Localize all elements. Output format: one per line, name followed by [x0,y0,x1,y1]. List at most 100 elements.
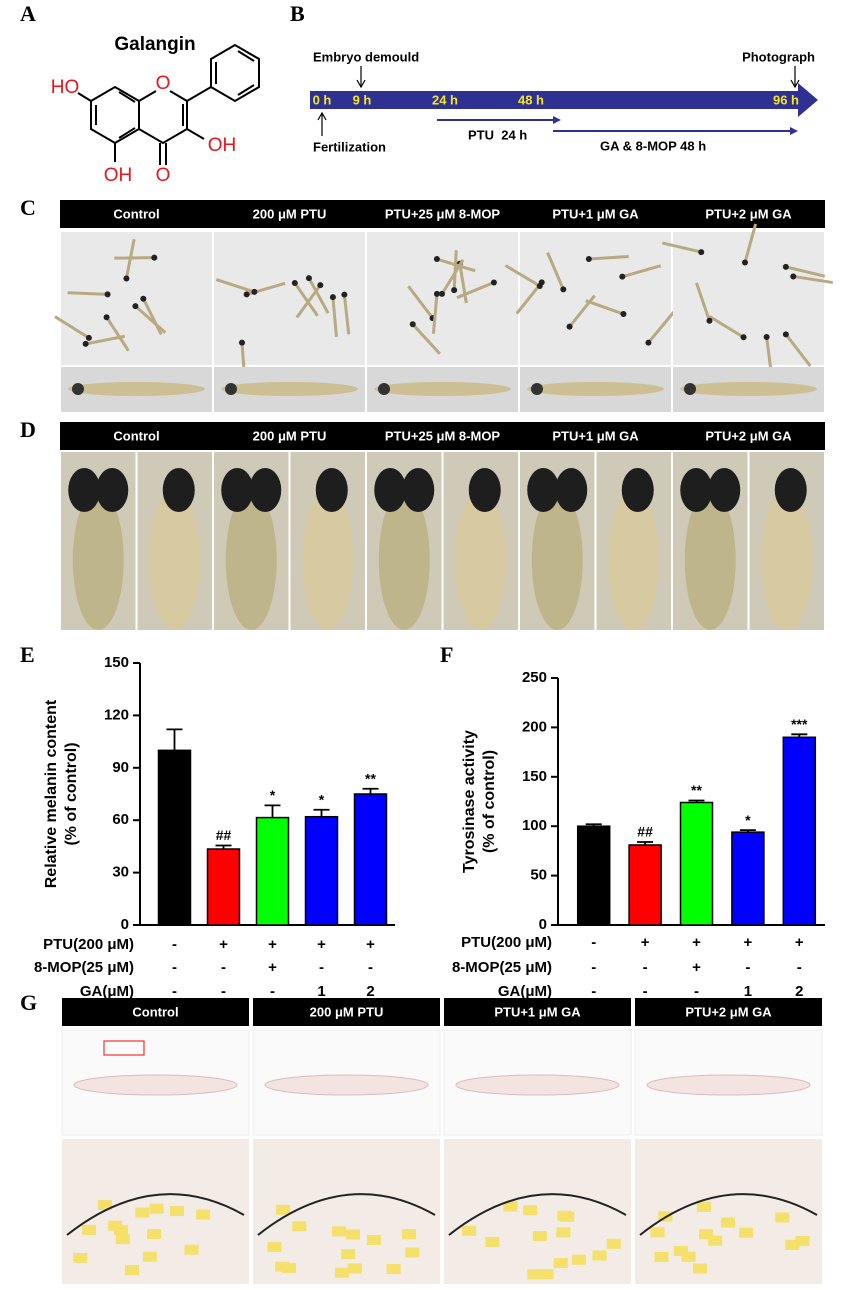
larva-eye [560,286,567,293]
yolk [523,1205,538,1216]
larva [440,259,465,295]
larva-eye [433,290,440,297]
y-tick-label: 120 [104,706,129,723]
yolk [345,1229,360,1240]
header-bar [60,422,825,450]
yolk [532,1231,547,1242]
larva [221,382,358,396]
yolk [721,1217,736,1228]
yolk [366,1234,381,1245]
larva-eye [706,317,713,324]
larva-eye [378,383,390,395]
yolk [708,1235,723,1246]
larva-eye [527,468,560,512]
yolk [82,1224,97,1235]
larva-eye [585,255,592,262]
larva-eye [132,303,139,310]
header-label: Control [132,1004,178,1019]
yolk [592,1250,607,1261]
y-tick-label: 0 [539,916,547,933]
yolk [785,1239,800,1250]
larva-eye [151,254,158,261]
timeline: 0 h 9 h 24 h 48 h 96 h Embryo demould Ph… [310,49,818,154]
larva [54,315,90,340]
larva [680,382,817,396]
condition-value: + [219,936,228,953]
larva-eye [468,468,501,512]
larva-eye [490,279,497,286]
larva [527,382,664,396]
condition-value: - [797,959,802,976]
header-label: PTU+2 μM GA [685,1004,772,1019]
yolk [347,1263,362,1274]
larva-eye [566,323,573,330]
larva [134,304,167,334]
yolk [169,1206,184,1217]
larva-eye [620,311,627,318]
condition-value: 1 [317,983,325,1000]
yolk [556,1227,571,1238]
bar [731,831,765,926]
treatment-label: GA & 8-MOP 48 h [600,138,706,153]
highlight-box [103,1040,145,1056]
header-bar [62,998,249,1026]
larva-eye [341,291,348,298]
header-label: Control [113,428,159,443]
yolk [135,1207,150,1218]
condition-value: - [221,959,226,976]
larva [331,296,338,338]
error-bar [313,808,330,817]
yolk [125,1265,140,1276]
section [646,1074,811,1096]
larva-eye [315,468,348,512]
time-label: 96 h [773,92,799,107]
yolk [196,1209,211,1220]
larva [85,334,126,346]
bar [157,749,192,926]
larva [793,274,834,285]
header-label: 200 μM PTU [253,428,327,443]
larva-body [684,490,736,630]
larva [708,315,745,339]
larva-eye [251,288,258,295]
yolk [654,1251,669,1262]
larva-eye [531,383,543,395]
yolk [386,1264,401,1275]
larva-eye [291,280,298,287]
y-tick-label: 150 [104,654,129,671]
yolk [539,1269,554,1280]
larva-eye [680,468,713,512]
yolk [553,1258,568,1269]
yolk [739,1227,754,1238]
condition-value: - [172,936,177,953]
error-bar [166,728,183,751]
y-tick-label: 0 [121,916,129,933]
yolk [292,1221,307,1232]
pigment [639,1193,818,1236]
larva-eye [645,339,652,346]
time-label: 0 h [313,92,332,107]
condition-value: - [368,959,373,976]
larva-eye [104,291,111,298]
yolk [485,1236,500,1247]
condition-name: 8-MOP(25 μM) [452,959,552,976]
condition-value: 2 [366,983,374,1000]
panel-label: D [20,417,36,442]
condition-value: - [745,959,750,976]
condition-name: 8-MOP(25 μM) [34,959,134,976]
condition-name: PTU(200 μM) [43,936,134,953]
yolk [149,1203,164,1214]
larva [407,285,434,320]
y-tick-label: 150 [522,768,547,785]
y-tick-label: 50 [530,867,547,884]
header-bar [253,998,440,1026]
condition-value: - [591,959,596,976]
condition-value: - [591,934,596,951]
larva-eye [82,340,89,347]
larva-eye [451,287,458,294]
bar [576,825,611,926]
condition-value: + [268,936,277,953]
yolk [405,1247,420,1258]
timeline-arrow [310,83,818,117]
